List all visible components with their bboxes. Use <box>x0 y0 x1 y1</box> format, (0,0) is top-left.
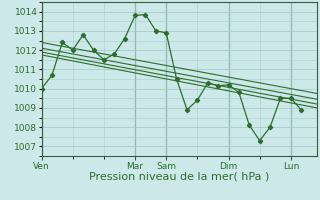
X-axis label: Pression niveau de la mer( hPa ): Pression niveau de la mer( hPa ) <box>89 172 269 182</box>
